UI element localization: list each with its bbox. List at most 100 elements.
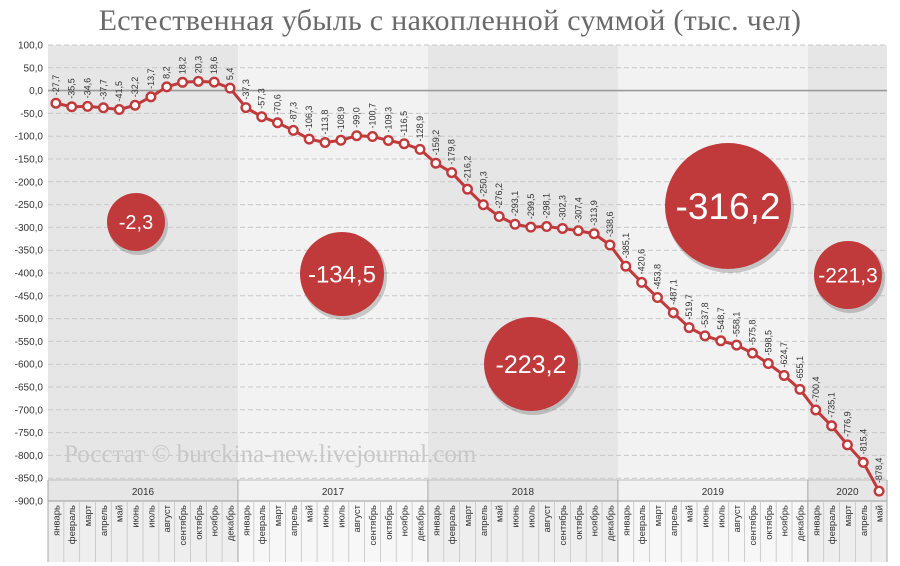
data-point — [50, 97, 62, 109]
year-band-axis — [807, 501, 887, 562]
month-label: июль — [526, 505, 537, 528]
month-label: март — [463, 504, 474, 526]
data-label: 18,6 — [209, 57, 219, 75]
month-label: февраль — [447, 505, 458, 544]
bubble-value: -134,5 — [308, 261, 376, 288]
data-point — [588, 228, 600, 240]
data-point — [699, 330, 711, 342]
data-point — [746, 347, 758, 359]
year-label: 2017 — [322, 487, 345, 498]
data-point — [335, 134, 347, 146]
month-label: январь — [431, 505, 442, 536]
data-point — [762, 358, 774, 370]
data-point — [192, 75, 204, 87]
data-label: -878,4 — [874, 458, 884, 484]
y-tick-label: 50,0 — [24, 63, 44, 74]
data-label: -293,1 — [510, 191, 520, 217]
y-tick-label: -50,0 — [20, 109, 43, 120]
y-tick-label: -150,0 — [15, 155, 44, 166]
data-point — [66, 101, 78, 113]
annual-total-bubble: -316,2 — [665, 143, 794, 273]
month-label: январь — [811, 505, 822, 536]
month-label: декабрь — [605, 505, 616, 541]
data-label: -299,5 — [526, 194, 536, 220]
data-label: -35,5 — [67, 78, 77, 99]
data-point — [572, 225, 584, 237]
bubble-circle — [107, 193, 165, 251]
y-tick-label: 100,0 — [18, 41, 43, 52]
y-tick-label: -450,0 — [15, 291, 44, 302]
y-tick-label: -850,0 — [15, 474, 44, 485]
y-tick-label: -700,0 — [15, 405, 44, 416]
data-label: -655,1 — [795, 356, 805, 382]
data-point — [287, 124, 299, 136]
data-label: -32,2 — [130, 77, 140, 98]
data-label: -41,5 — [114, 81, 124, 102]
data-label: -548,7 — [716, 307, 726, 333]
data-point — [477, 199, 489, 211]
month-label: август — [542, 504, 553, 532]
data-point — [145, 91, 157, 103]
month-label: июнь — [510, 505, 521, 528]
data-label: -700,4 — [811, 376, 821, 402]
bubble-value: -2,3 — [119, 212, 153, 234]
month-label: февраль — [257, 505, 268, 544]
data-label: 20,3 — [193, 56, 203, 74]
data-label: 8,2 — [162, 66, 172, 79]
data-label: -179,8 — [447, 139, 457, 165]
data-point — [129, 99, 141, 111]
data-point — [794, 383, 806, 395]
month-label: сентябрь — [748, 505, 759, 545]
y-tick-label: -250,0 — [15, 200, 44, 211]
data-point — [778, 369, 790, 381]
y-tick-label: -800,0 — [15, 451, 44, 462]
data-point — [351, 130, 363, 142]
month-label: декабрь — [795, 505, 806, 541]
annual-total-bubble: -2,3 — [107, 193, 168, 255]
y-tick-label: -550,0 — [15, 337, 44, 348]
y-tick-label: -400,0 — [15, 269, 44, 280]
y-tick-label: -750,0 — [15, 428, 44, 439]
data-point — [97, 102, 109, 114]
year-band — [48, 45, 238, 501]
data-label: -70,6 — [273, 94, 283, 115]
data-label: -302,3 — [557, 195, 567, 221]
y-tick-label: -600,0 — [15, 360, 44, 371]
month-label: август — [352, 504, 363, 532]
y-tick-label: -300,0 — [15, 223, 44, 234]
data-label: -298,1 — [542, 193, 552, 219]
month-label: ноябрь — [210, 505, 221, 536]
data-label: -27,7 — [51, 75, 61, 96]
data-label: -113,8 — [320, 110, 330, 135]
data-point — [541, 221, 553, 233]
data-label: -100,7 — [368, 103, 378, 129]
data-label: 5,4 — [225, 68, 235, 81]
data-point — [272, 117, 284, 129]
data-label: -453,8 — [652, 264, 662, 290]
data-label: -815,4 — [858, 429, 868, 455]
month-label: июль — [336, 505, 347, 528]
month-label: сентябрь — [368, 505, 379, 545]
month-label: август — [732, 504, 743, 532]
bubble-circle — [484, 317, 578, 411]
data-label: -575,8 — [747, 320, 757, 346]
data-label: -159,2 — [431, 130, 441, 156]
data-label: -34,6 — [83, 78, 93, 99]
month-label: май — [875, 505, 886, 522]
month-label: февраль — [67, 505, 78, 544]
data-point — [382, 134, 394, 146]
bubble-circle — [814, 241, 882, 309]
bubble-value: -223,2 — [496, 351, 567, 379]
year-label: 2016 — [132, 487, 155, 498]
data-point — [224, 82, 236, 94]
data-point — [398, 138, 410, 150]
month-label: июль — [716, 505, 727, 528]
data-point — [873, 485, 885, 497]
month-label: июнь — [131, 505, 142, 528]
year-label: 2020 — [836, 487, 859, 498]
month-label: январь — [241, 505, 252, 536]
bubble-value: -316,2 — [676, 186, 781, 227]
data-point — [240, 102, 252, 114]
data-point — [810, 404, 822, 416]
